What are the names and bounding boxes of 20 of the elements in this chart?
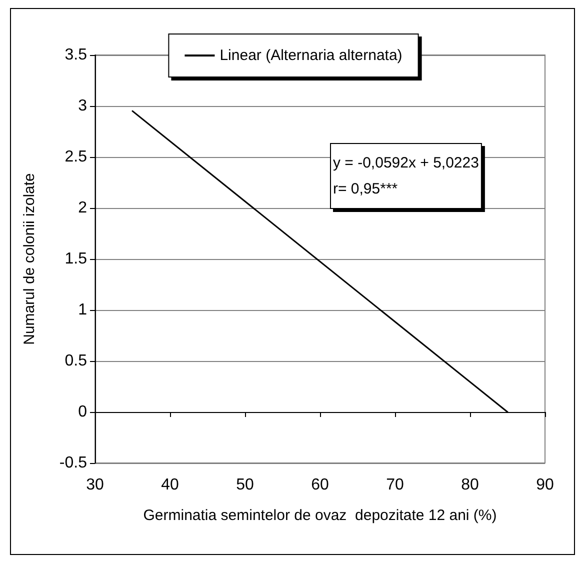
x-tick-label: 30 — [86, 476, 104, 494]
y-tick-label: 0.5 — [64, 352, 88, 370]
y-tick-label: 2 — [78, 200, 88, 216]
y-axis-title: Numarul de colonii izolate — [21, 173, 38, 345]
y-tick-label: 1 — [78, 302, 88, 318]
x-tick-label: 60 — [311, 476, 329, 494]
x-tick-label: 50 — [236, 476, 254, 494]
x-tick-label: 70 — [386, 476, 404, 494]
x-tick-label: 90 — [536, 476, 554, 494]
annotation: y = -0,0592x + 5,0223 r= 0,95*** — [333, 154, 479, 198]
y-tick-label: 3 — [78, 98, 88, 114]
x-axis-title: Germinatia semintelor de ovaz depozitate 12 ani (%) — [143, 507, 497, 524]
y-tick-label: 3.5 — [64, 46, 88, 64]
x-tick-label: 40 — [161, 476, 179, 494]
y-tick-label: 0 — [78, 404, 88, 420]
y-tick-label: 1.5 — [64, 250, 88, 268]
legend-label: Linear (Alternaria alternata) — [220, 47, 402, 64]
y-tick-label: 2.5 — [64, 148, 88, 166]
y-tick-label: -0.5 — [59, 454, 88, 472]
x-tick-label: 80 — [461, 476, 479, 494]
